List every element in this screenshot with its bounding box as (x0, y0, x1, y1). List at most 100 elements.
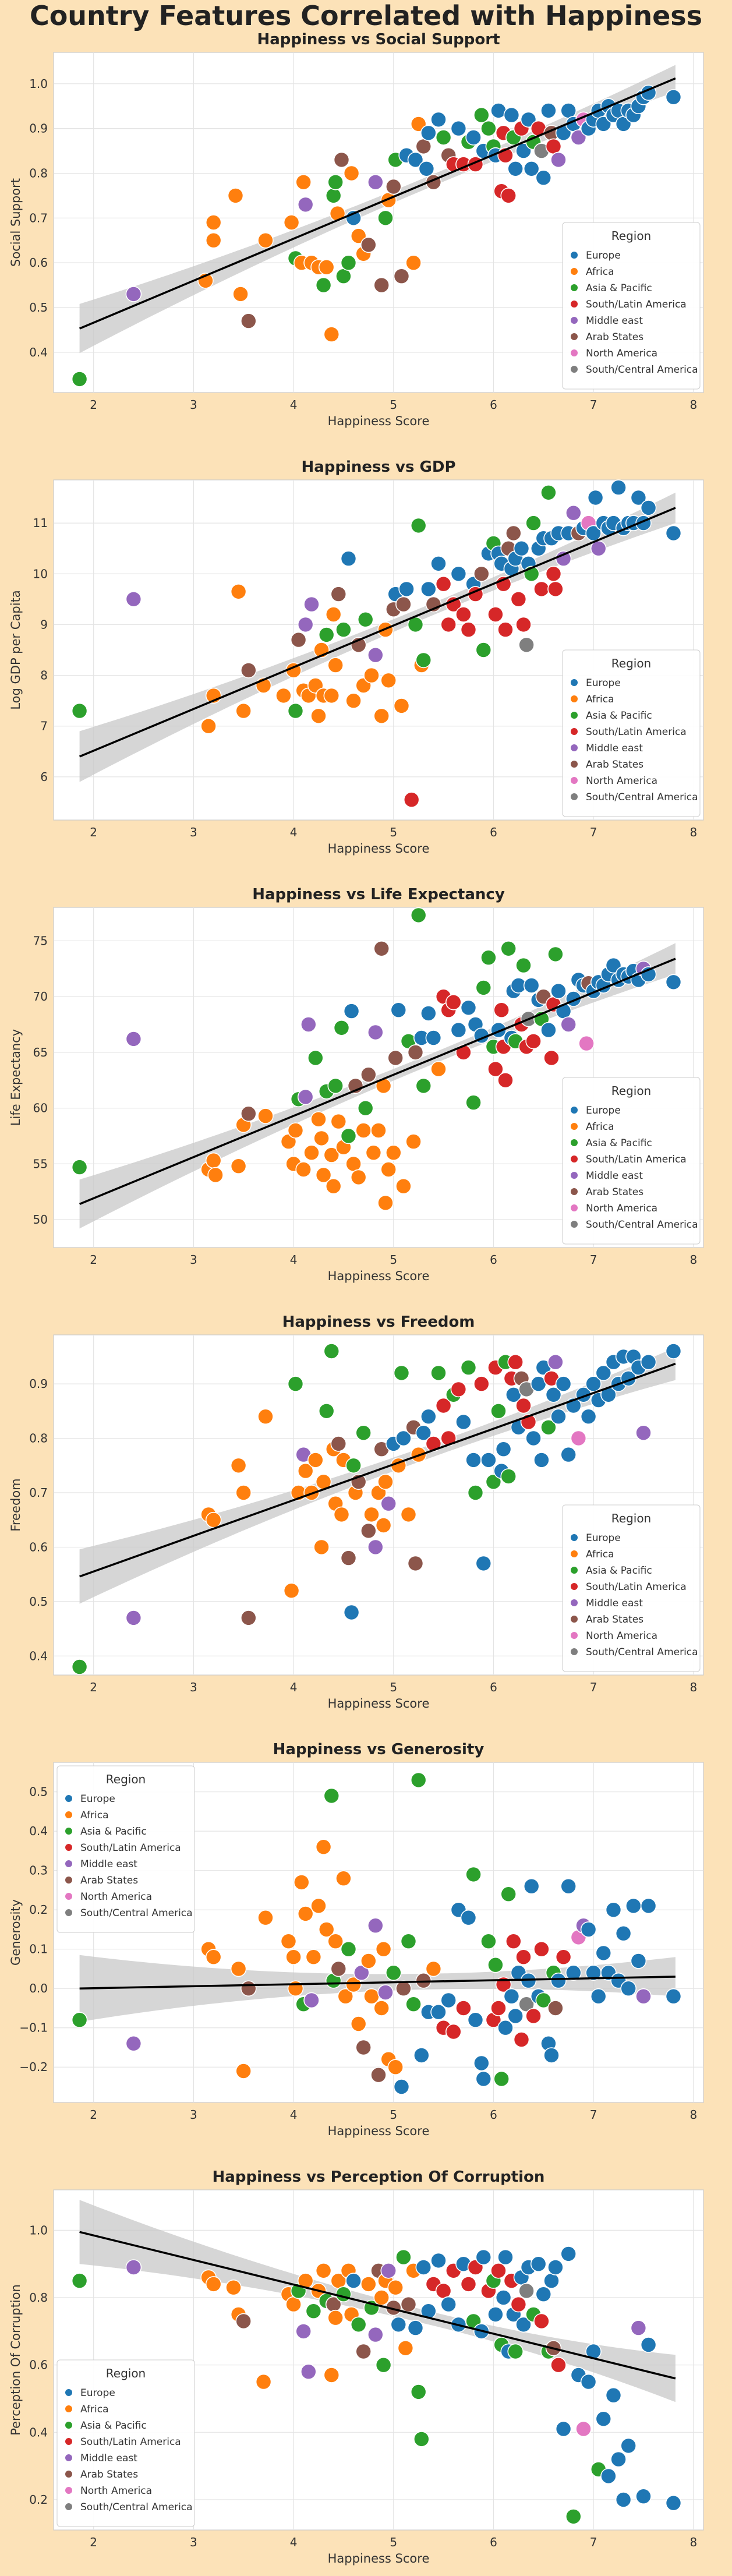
legend-marker (65, 2422, 72, 2429)
legend-label: Arab States (586, 1186, 643, 1198)
legend-label: Middle east (586, 315, 643, 327)
legend-marker (65, 1844, 72, 1851)
legend-marker (571, 1188, 578, 1195)
data-point (387, 2059, 404, 2076)
legend-label: Europe (80, 1793, 115, 1805)
legend-label: Asia & Pacific (586, 1565, 652, 1577)
data-point (580, 2373, 597, 2390)
data-point (360, 2276, 377, 2292)
data-point (393, 1365, 410, 1381)
data-point (535, 169, 552, 186)
data-point (357, 1100, 374, 1116)
data-point (575, 2420, 592, 2437)
legend-label: Asia & Pacific (80, 2420, 147, 2432)
legend-label: Asia & Pacific (80, 1826, 147, 1838)
legend-marker (65, 1828, 72, 1835)
data-point (560, 2246, 577, 2262)
data-point (525, 1430, 542, 1447)
data-point (285, 2296, 302, 2313)
data-point (540, 103, 557, 119)
legend-marker (571, 1221, 578, 1228)
data-point (625, 1897, 642, 1914)
x-tick-label: 5 (390, 1253, 397, 1267)
data-point (430, 2252, 447, 2269)
legend-label: Europe (586, 1105, 621, 1116)
data-point (340, 1550, 357, 1566)
data-point (353, 1964, 370, 1981)
data-point (315, 277, 332, 294)
data-point (125, 2035, 142, 2052)
data-point (257, 1909, 274, 1926)
legend-marker (571, 761, 578, 768)
y-tick-label: 8 (40, 669, 48, 683)
y-tick-label: 0.8 (29, 1432, 48, 1446)
data-point (570, 129, 587, 146)
data-point (297, 1089, 314, 1105)
data-point (560, 1878, 577, 1895)
data-point (343, 1604, 360, 1621)
data-point (407, 1044, 424, 1061)
chart-title: Happiness vs GDP (301, 458, 455, 476)
x-tick-label: 2 (90, 398, 97, 412)
data-point (473, 1376, 490, 1392)
data-point (395, 1430, 412, 1447)
data-point (400, 1506, 417, 1523)
legend-marker (571, 1648, 578, 1655)
data-point (467, 1485, 484, 1501)
legend-title: Region (106, 2366, 146, 2380)
legend-title: Region (611, 1084, 651, 1098)
data-point (410, 517, 427, 534)
y-tick-label: −0.2 (19, 2060, 48, 2074)
data-point (620, 1980, 636, 1997)
y-tick-label: 6 (40, 770, 48, 784)
data-point (205, 232, 222, 249)
data-point (323, 326, 340, 342)
legend-box (56, 1765, 195, 1933)
legend-label: Europe (586, 677, 621, 689)
data-point (665, 1343, 682, 1359)
figure-title: Country Features Correlated with Happine… (29, 0, 703, 31)
data-point (283, 1582, 300, 1599)
data-point (430, 2003, 447, 2020)
data-point (500, 941, 517, 957)
legend-marker (571, 366, 578, 373)
data-point (547, 2000, 564, 2016)
data-point (367, 1024, 384, 1041)
data-point (330, 586, 347, 602)
x-tick-label: 4 (290, 398, 298, 412)
x-tick-label: 6 (490, 1253, 497, 1267)
data-point (71, 2012, 88, 2029)
data-point (418, 161, 435, 177)
data-point (515, 2316, 532, 2333)
data-point (385, 178, 402, 195)
data-point (473, 2055, 490, 2072)
data-point (230, 1457, 247, 1474)
data-point (240, 1105, 257, 1122)
legend-box (562, 222, 701, 390)
data-point (435, 575, 452, 592)
scatter-chart-2: Happiness vs GDP 2 3 4 5 6 7 8 6 7 8 9 10 11 Happiness… (9, 458, 704, 856)
data-point (547, 2259, 564, 2275)
data-point (232, 286, 249, 302)
data-point (480, 1933, 497, 1950)
data-point (460, 1359, 477, 1376)
data-point (300, 1016, 317, 1033)
data-point (275, 687, 292, 704)
data-point (530, 2256, 547, 2272)
data-point (543, 2273, 560, 2289)
data-point (510, 2296, 527, 2313)
data-point (333, 151, 350, 168)
data-point (367, 1917, 384, 1934)
data-point (398, 581, 415, 598)
data-point (335, 621, 352, 638)
data-point (325, 188, 342, 204)
data-point (330, 1960, 347, 1977)
legend-marker (571, 793, 578, 800)
data-point (487, 1956, 504, 1973)
data-point (540, 485, 557, 501)
data-point (385, 1144, 402, 1161)
data-point (293, 1874, 310, 1891)
legend-label: South/Central America (80, 2501, 193, 2513)
data-point (475, 642, 492, 658)
legend-label: Middle east (586, 1170, 643, 1182)
